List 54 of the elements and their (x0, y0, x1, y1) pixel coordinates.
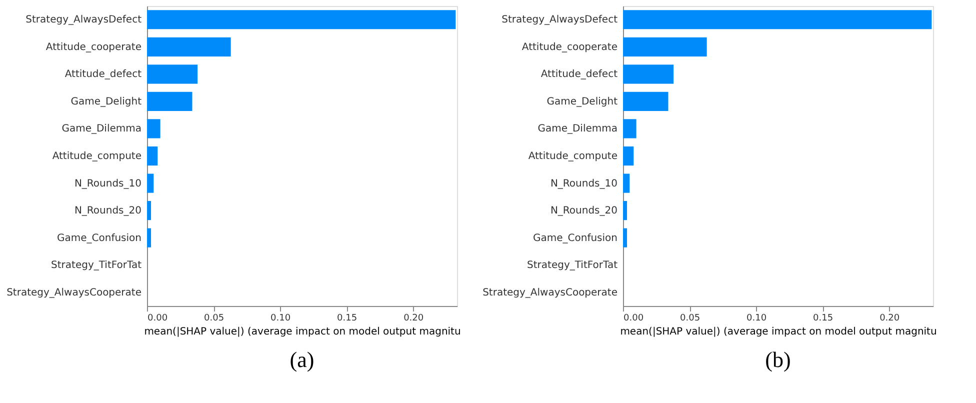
y-tick-label: Game_Confusion (56, 232, 142, 244)
x-tick-label: 0.20 (404, 314, 424, 324)
bar (623, 37, 707, 56)
y-tick-label: Attitude_defect (540, 69, 618, 80)
bar (623, 119, 636, 138)
y-tick-label: Game_Confusion (532, 232, 618, 244)
x-tick-label: 0.00 (624, 314, 644, 324)
y-tick-label: Strategy_AlwaysDefect (502, 14, 618, 26)
y-tick-label: Attitude_cooperate (46, 42, 142, 53)
y-tick-label: N_Rounds_20 (550, 206, 618, 217)
text: (b) (765, 347, 791, 372)
y-tick-label: Attitude_compute (528, 151, 618, 162)
bar (147, 146, 158, 166)
y-tick-label: N_Rounds_10 (550, 178, 618, 190)
y-tick-label: Attitude_defect (64, 69, 142, 80)
y-tick-label: Strategy_AlwaysDefect (26, 14, 142, 26)
bar (147, 228, 151, 248)
y-tick-label: Strategy_AlwaysCooperate (6, 287, 142, 298)
y-tick-label: Strategy_AlwaysCooperate (482, 287, 618, 298)
y-tick-label: Strategy_TitForTat (51, 260, 142, 272)
bar (623, 201, 627, 220)
bar (147, 64, 198, 84)
x-tick-label: 0.05 (680, 314, 700, 324)
y-tick-label: N_Rounds_20 (74, 206, 142, 217)
bar (623, 228, 627, 248)
bar (147, 10, 456, 30)
bar (147, 92, 192, 111)
bar (623, 146, 634, 166)
bar (623, 92, 668, 111)
y-tick-label: Attitude_cooperate (522, 42, 618, 53)
x-axis-title: mean(|SHAP value|) (average impact on model output magnitu (620, 326, 937, 338)
x-axis-title: mean(|SHAP value|) (average impact on model output magnitu (144, 326, 461, 338)
bar (147, 174, 154, 193)
y-tick-label: Game_Delight (70, 96, 142, 108)
x-tick-label: 0.15 (813, 314, 834, 324)
y-tick-label: Game_Delight (546, 96, 618, 108)
x-tick-label: 0.00 (148, 314, 168, 324)
bar (623, 10, 932, 30)
y-tick-label: Game_Dilemma (62, 124, 142, 135)
x-tick-label: 0.05 (204, 314, 224, 324)
x-tick-label: 0.20 (880, 314, 900, 324)
x-tick-label: 0.10 (746, 314, 767, 324)
x-tick-label: 0.10 (270, 314, 291, 324)
text: (a) (290, 347, 314, 372)
y-tick-label: N_Rounds_10 (74, 178, 142, 190)
y-tick-label: Strategy_TitForTat (527, 260, 618, 272)
bar (147, 201, 151, 220)
bar (147, 119, 160, 138)
bar (623, 174, 630, 193)
y-tick-label: Attitude_compute (52, 151, 142, 162)
y-tick-label: Game_Dilemma (538, 124, 618, 135)
x-tick-label: 0.15 (337, 314, 358, 324)
bar (623, 64, 674, 84)
bar (147, 37, 231, 56)
